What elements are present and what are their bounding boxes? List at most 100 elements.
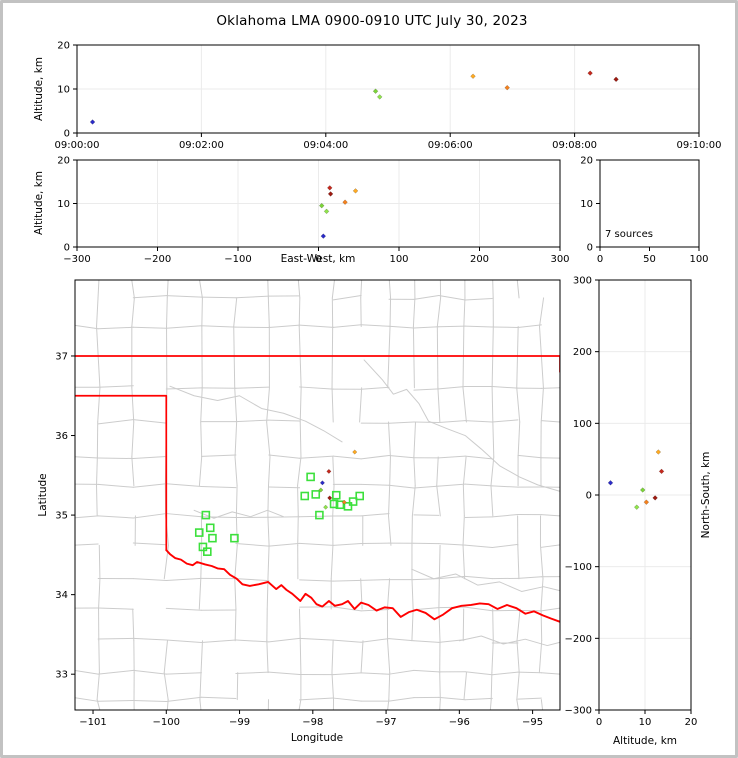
county-line — [267, 456, 271, 487]
top-panel-ylabel: Altitude, km — [33, 56, 45, 122]
x-tick-label: 100 — [389, 254, 408, 265]
panel-frame — [599, 159, 700, 248]
lma-source-point — [352, 188, 359, 194]
county-line — [75, 515, 99, 519]
north-south-altitude-panel: 0 10 20 300 200 100 0 −100 −200 −300 — [565, 276, 698, 729]
county-line — [234, 608, 237, 642]
county-line — [131, 297, 135, 328]
county-line — [166, 280, 169, 299]
lma-source-point — [504, 84, 510, 91]
county-line — [132, 483, 167, 488]
y-tick-label: 0 — [587, 243, 593, 254]
county-line — [200, 387, 203, 423]
map-ylabel: Latitude — [37, 473, 49, 517]
county-line — [439, 672, 441, 701]
lma-source-point — [633, 504, 640, 510]
lma-source-point — [341, 499, 347, 505]
county-line — [540, 544, 560, 548]
county-line — [360, 386, 390, 390]
county-line — [491, 671, 519, 676]
county-line — [517, 576, 542, 579]
lma-source-point — [639, 487, 646, 493]
county-line — [298, 326, 302, 389]
y-tick-label: 20 — [57, 41, 70, 52]
county-line — [200, 454, 237, 457]
x-tick-label: −100 — [153, 717, 180, 728]
county-line — [96, 326, 101, 389]
county-line — [266, 578, 269, 610]
lma-source-point — [327, 495, 333, 501]
county-line — [297, 280, 301, 299]
county-line — [491, 386, 519, 389]
county-line — [165, 672, 202, 675]
lma-source-point — [658, 468, 665, 475]
x-tick-label: 100 — [689, 254, 708, 265]
county-line — [464, 697, 493, 701]
county-line — [200, 325, 237, 328]
county-line — [387, 640, 391, 674]
county-line — [462, 387, 467, 423]
county-line — [96, 699, 101, 710]
flash-square — [205, 523, 215, 533]
county-line — [75, 669, 99, 675]
lma-source-point — [587, 70, 593, 76]
x-tick-label: −96 — [449, 717, 470, 728]
flash-square — [355, 491, 364, 501]
x-tick-label: 09:00:00 — [55, 140, 100, 151]
county-line — [388, 669, 415, 675]
flash-square — [194, 528, 204, 537]
x-tick-label: 0 — [597, 254, 603, 265]
county-line — [332, 639, 362, 643]
county-line — [299, 386, 334, 390]
y-tick-label: 10 — [57, 85, 70, 96]
county-line — [299, 324, 334, 328]
county-line — [165, 513, 202, 518]
county-line — [516, 672, 520, 701]
county-line — [540, 578, 544, 610]
county-line — [75, 324, 99, 330]
lma-source-point — [342, 199, 348, 205]
county-line — [132, 608, 135, 642]
county-line — [516, 608, 521, 642]
county-line — [517, 544, 520, 580]
y-tick-label: 35 — [55, 511, 68, 522]
county-line — [298, 699, 302, 710]
county-line — [331, 672, 335, 701]
red-river-border — [165, 549, 560, 623]
county-line — [360, 280, 363, 299]
county-line — [462, 456, 467, 487]
county-line — [299, 640, 302, 674]
ew-altitude-panel: −300 −200 −100 0 100 200 300 0 10 20 — [57, 156, 569, 266]
county-line — [332, 324, 362, 328]
county-line — [388, 454, 415, 459]
y-tick-label: 0 — [586, 491, 592, 502]
county-line — [360, 672, 390, 675]
flash-square — [208, 533, 217, 543]
county-line — [166, 297, 168, 328]
county-line — [165, 387, 202, 390]
county-line — [233, 326, 236, 389]
y-tick-label: 33 — [55, 670, 68, 681]
county-line — [267, 515, 270, 546]
lma-source-point — [327, 185, 333, 191]
river-line — [169, 385, 343, 443]
y-tick-label: 10 — [57, 199, 70, 210]
county-line — [299, 579, 334, 582]
x-tick-label: 09:02:00 — [179, 140, 224, 151]
county-line — [360, 324, 390, 327]
x-tick-label: −200 — [144, 254, 171, 265]
county-line — [517, 421, 521, 458]
county-line — [388, 484, 415, 489]
river-lines — [458, 635, 560, 647]
county-line — [297, 485, 299, 517]
county-line — [98, 578, 101, 610]
county-line — [438, 608, 441, 642]
x-tick-label: 200 — [470, 254, 489, 265]
lma-source-point — [323, 208, 330, 215]
x-tick-label: 09:08:00 — [552, 140, 597, 151]
county-line — [235, 543, 270, 547]
county-line — [332, 697, 362, 702]
county-line — [489, 699, 492, 710]
county-line — [413, 485, 440, 489]
county-line — [332, 606, 362, 612]
